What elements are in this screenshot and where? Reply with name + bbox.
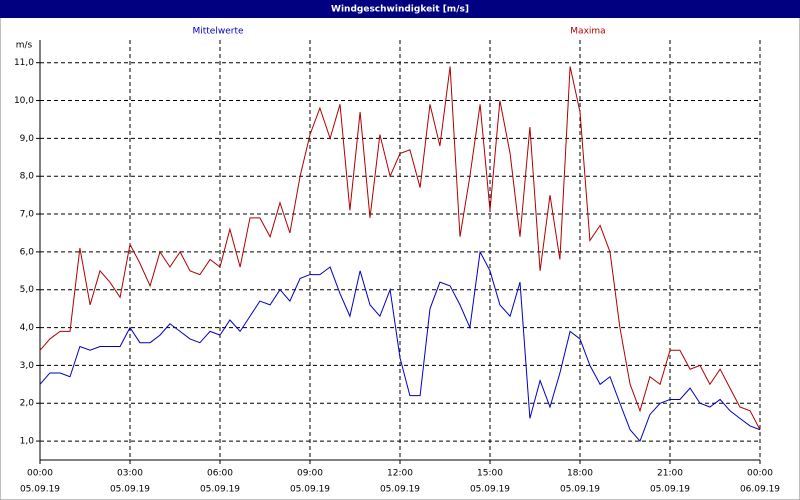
series-line: [39, 66, 761, 430]
x-tick-label: 12:00: [387, 469, 413, 479]
x-tick-label: 18:00: [567, 469, 593, 479]
x-tick-date: 05.09.19: [560, 485, 600, 495]
y-tick-label: 11,0: [14, 58, 34, 68]
y-tick-label: 9,0: [20, 134, 35, 144]
y-tick-label: 1,0: [20, 437, 35, 447]
x-tick-label: 15:00: [477, 469, 503, 479]
chart-title: Windgeschwindigkeit [m/s]: [331, 5, 469, 15]
y-tick-label: 3,0: [20, 361, 35, 371]
x-tick-date: 06.09.19: [740, 485, 780, 495]
legend-label: Maxima: [570, 27, 605, 37]
y-tick-label: 7,0: [20, 210, 35, 220]
y-tick-label: 8,0: [20, 172, 35, 182]
x-tick-label: 03:00: [117, 469, 143, 479]
x-tick-label: 06:00: [207, 469, 233, 479]
x-tick-label: 09:00: [297, 469, 323, 479]
x-tick-date: 05.09.19: [290, 485, 330, 495]
y-tick-label: 2,0: [20, 399, 35, 409]
x-tick-date: 05.09.19: [650, 485, 690, 495]
y-tick-label: 4,0: [20, 323, 35, 333]
series-line: [39, 250, 761, 443]
x-tick-date: 05.09.19: [200, 485, 240, 495]
x-tick-date: 05.09.19: [110, 485, 150, 495]
x-tick-date: 05.09.19: [380, 485, 420, 495]
x-tick-date: 05.09.19: [470, 485, 510, 495]
y-tick-label: 10,0: [14, 96, 34, 106]
title-bar: [0, 0, 800, 18]
legend-label: Mittelwerte: [192, 27, 243, 37]
x-tick-label: 00:00: [27, 469, 53, 479]
y-tick-label: 6,0: [20, 247, 35, 257]
x-tick-label: 21:00: [657, 469, 683, 479]
y-tick-label: 5,0: [20, 285, 35, 295]
x-tick-label: 00:00: [747, 469, 773, 479]
x-tick-date: 05.09.19: [20, 485, 60, 495]
y-axis-label: m/s: [16, 41, 33, 51]
